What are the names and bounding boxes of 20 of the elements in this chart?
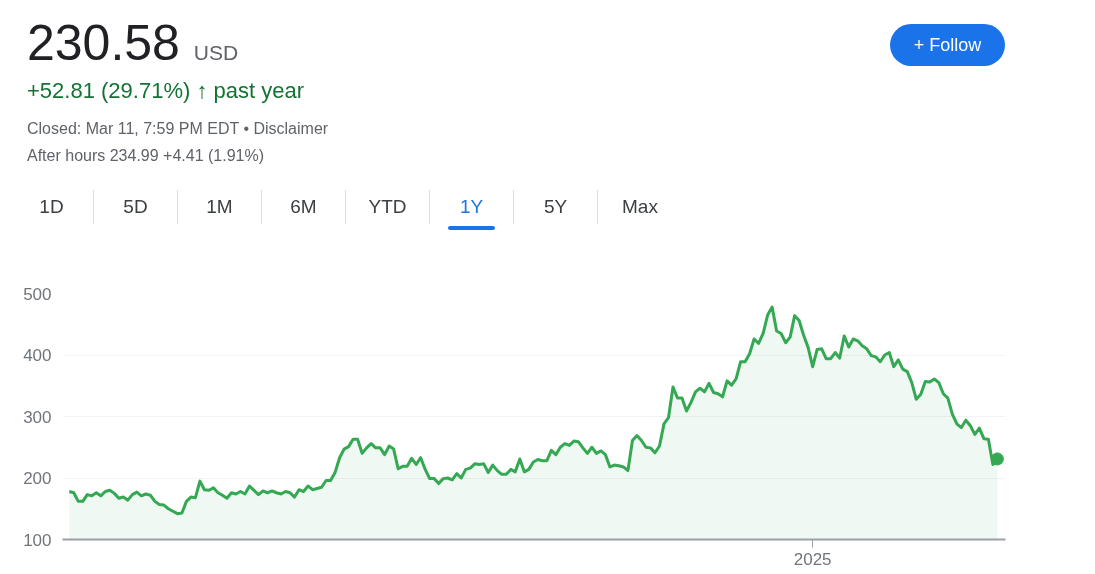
text: + Follow xyxy=(890,24,1005,66)
text: After hours 234.99 +4.41 (1.91%) xyxy=(27,146,265,166)
x-tick-label: 2025 xyxy=(793,549,832,569)
y-tick-label: 200 xyxy=(23,469,52,488)
text: Max xyxy=(621,195,659,219)
text: 1M xyxy=(178,190,262,224)
chart-title: 230.58 xyxy=(27,15,180,71)
text: 1D xyxy=(10,190,94,224)
text: 1Y xyxy=(430,190,514,224)
text: 5D xyxy=(94,190,178,224)
text: Closed: Mar 11, 7:59 PM EDT • Disclaimer xyxy=(27,119,329,139)
y-tick-label: 300 xyxy=(23,407,52,427)
text: +52.81 (29.71%) ↑ past year xyxy=(27,77,304,105)
y-tick-label: 100 xyxy=(23,530,52,550)
text: 6M xyxy=(262,190,346,224)
y-tick-label: 500 xyxy=(23,284,52,304)
text: 5Y xyxy=(514,190,598,224)
y-tick-label: 400 xyxy=(23,346,52,365)
text: YTD xyxy=(346,190,430,224)
text: USD xyxy=(193,41,239,64)
